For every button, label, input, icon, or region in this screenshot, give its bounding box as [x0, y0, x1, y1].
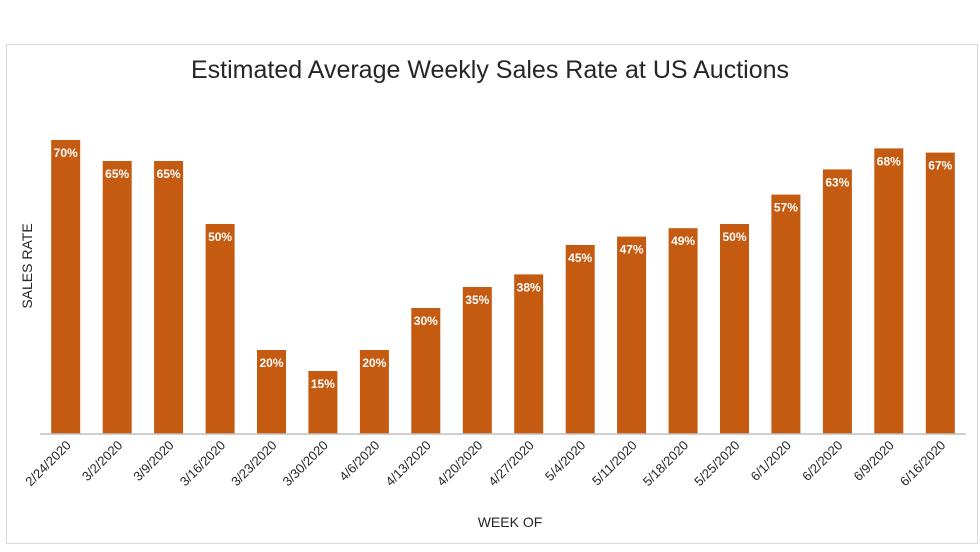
bar-6/2/2020	[822, 169, 852, 434]
x-tick-label: 6/9/2020	[851, 438, 897, 484]
x-tick-label: 6/2/2020	[799, 438, 845, 484]
bar-3/23/2020	[257, 350, 286, 434]
bar-3/16/2020	[205, 224, 235, 434]
x-tick-label: 2/24/2020	[22, 438, 74, 490]
bar-6/1/2020	[771, 194, 801, 434]
x-tick-label: 6/1/2020	[748, 438, 794, 484]
x-tick-label: 4/20/2020	[434, 438, 486, 490]
x-tick-label: 3/23/2020	[228, 438, 280, 490]
x-tick-label: 5/11/2020	[589, 438, 640, 489]
data-label: 38%	[517, 280, 541, 294]
data-label: 68%	[877, 154, 901, 168]
data-label: 45%	[568, 251, 592, 265]
x-axis-title: WEEK OF	[478, 514, 543, 530]
x-tick-label: 6/16/2020	[897, 438, 949, 490]
bar-4/20/2020	[462, 287, 492, 434]
data-label: 47%	[620, 243, 644, 257]
bar-4/27/2020	[514, 274, 544, 434]
data-label: 63%	[825, 175, 849, 189]
data-label: 49%	[671, 234, 695, 248]
data-label: 50%	[722, 230, 746, 244]
data-label: 20%	[362, 356, 386, 370]
x-tick-label: 5/25/2020	[691, 438, 743, 490]
bars-group: 70% 65% 65% 50% 20% 15% 20% 30% 35% 38% 45% 47% 49% 5…	[51, 140, 955, 434]
data-label: 57%	[774, 201, 798, 215]
bar-3/2/2020	[102, 161, 132, 434]
bar-5/4/2020	[565, 245, 595, 434]
y-axis-title: SALES RATE	[19, 223, 35, 308]
bar-4/13/2020	[411, 308, 441, 434]
bar-6/9/2020	[874, 148, 904, 434]
x-tick-label: 4/13/2020	[382, 438, 434, 490]
x-tick-label: 3/9/2020	[130, 438, 176, 484]
data-label: 20%	[259, 356, 283, 370]
bar-3/30/2020	[308, 371, 338, 434]
x-tick-labels: 2/24/2020 3/2/2020 3/9/2020 3/16/2020 3/23/2…	[22, 438, 948, 490]
bar-5/25/2020	[720, 224, 749, 434]
bar-2/24/2020	[51, 140, 81, 434]
x-tick-label: 4/6/2020	[336, 438, 382, 484]
data-label: 35%	[465, 293, 489, 307]
x-tick-label: 4/27/2020	[485, 438, 537, 490]
bar-6/16/2020	[925, 152, 955, 434]
chart-title: Estimated Average Weekly Sales Rate at U…	[191, 56, 789, 84]
x-tick-label: 5/4/2020	[542, 438, 588, 484]
bar-3/9/2020	[154, 161, 184, 434]
data-label: 70%	[54, 146, 78, 160]
x-tick-label: 3/30/2020	[280, 438, 332, 490]
data-label: 67%	[928, 159, 952, 173]
data-label: 65%	[105, 167, 129, 181]
data-label: 65%	[157, 167, 181, 181]
bar-5/11/2020	[617, 236, 647, 434]
data-label: 30%	[414, 314, 438, 328]
data-label: 15%	[311, 377, 335, 391]
bar-5/18/2020	[668, 228, 698, 434]
x-tick-label: 3/16/2020	[177, 438, 229, 490]
data-label: 50%	[208, 230, 232, 244]
x-tick-label: 3/2/2020	[79, 438, 125, 484]
bar-4/6/2020	[359, 350, 389, 434]
x-tick-label: 5/18/2020	[640, 438, 692, 490]
